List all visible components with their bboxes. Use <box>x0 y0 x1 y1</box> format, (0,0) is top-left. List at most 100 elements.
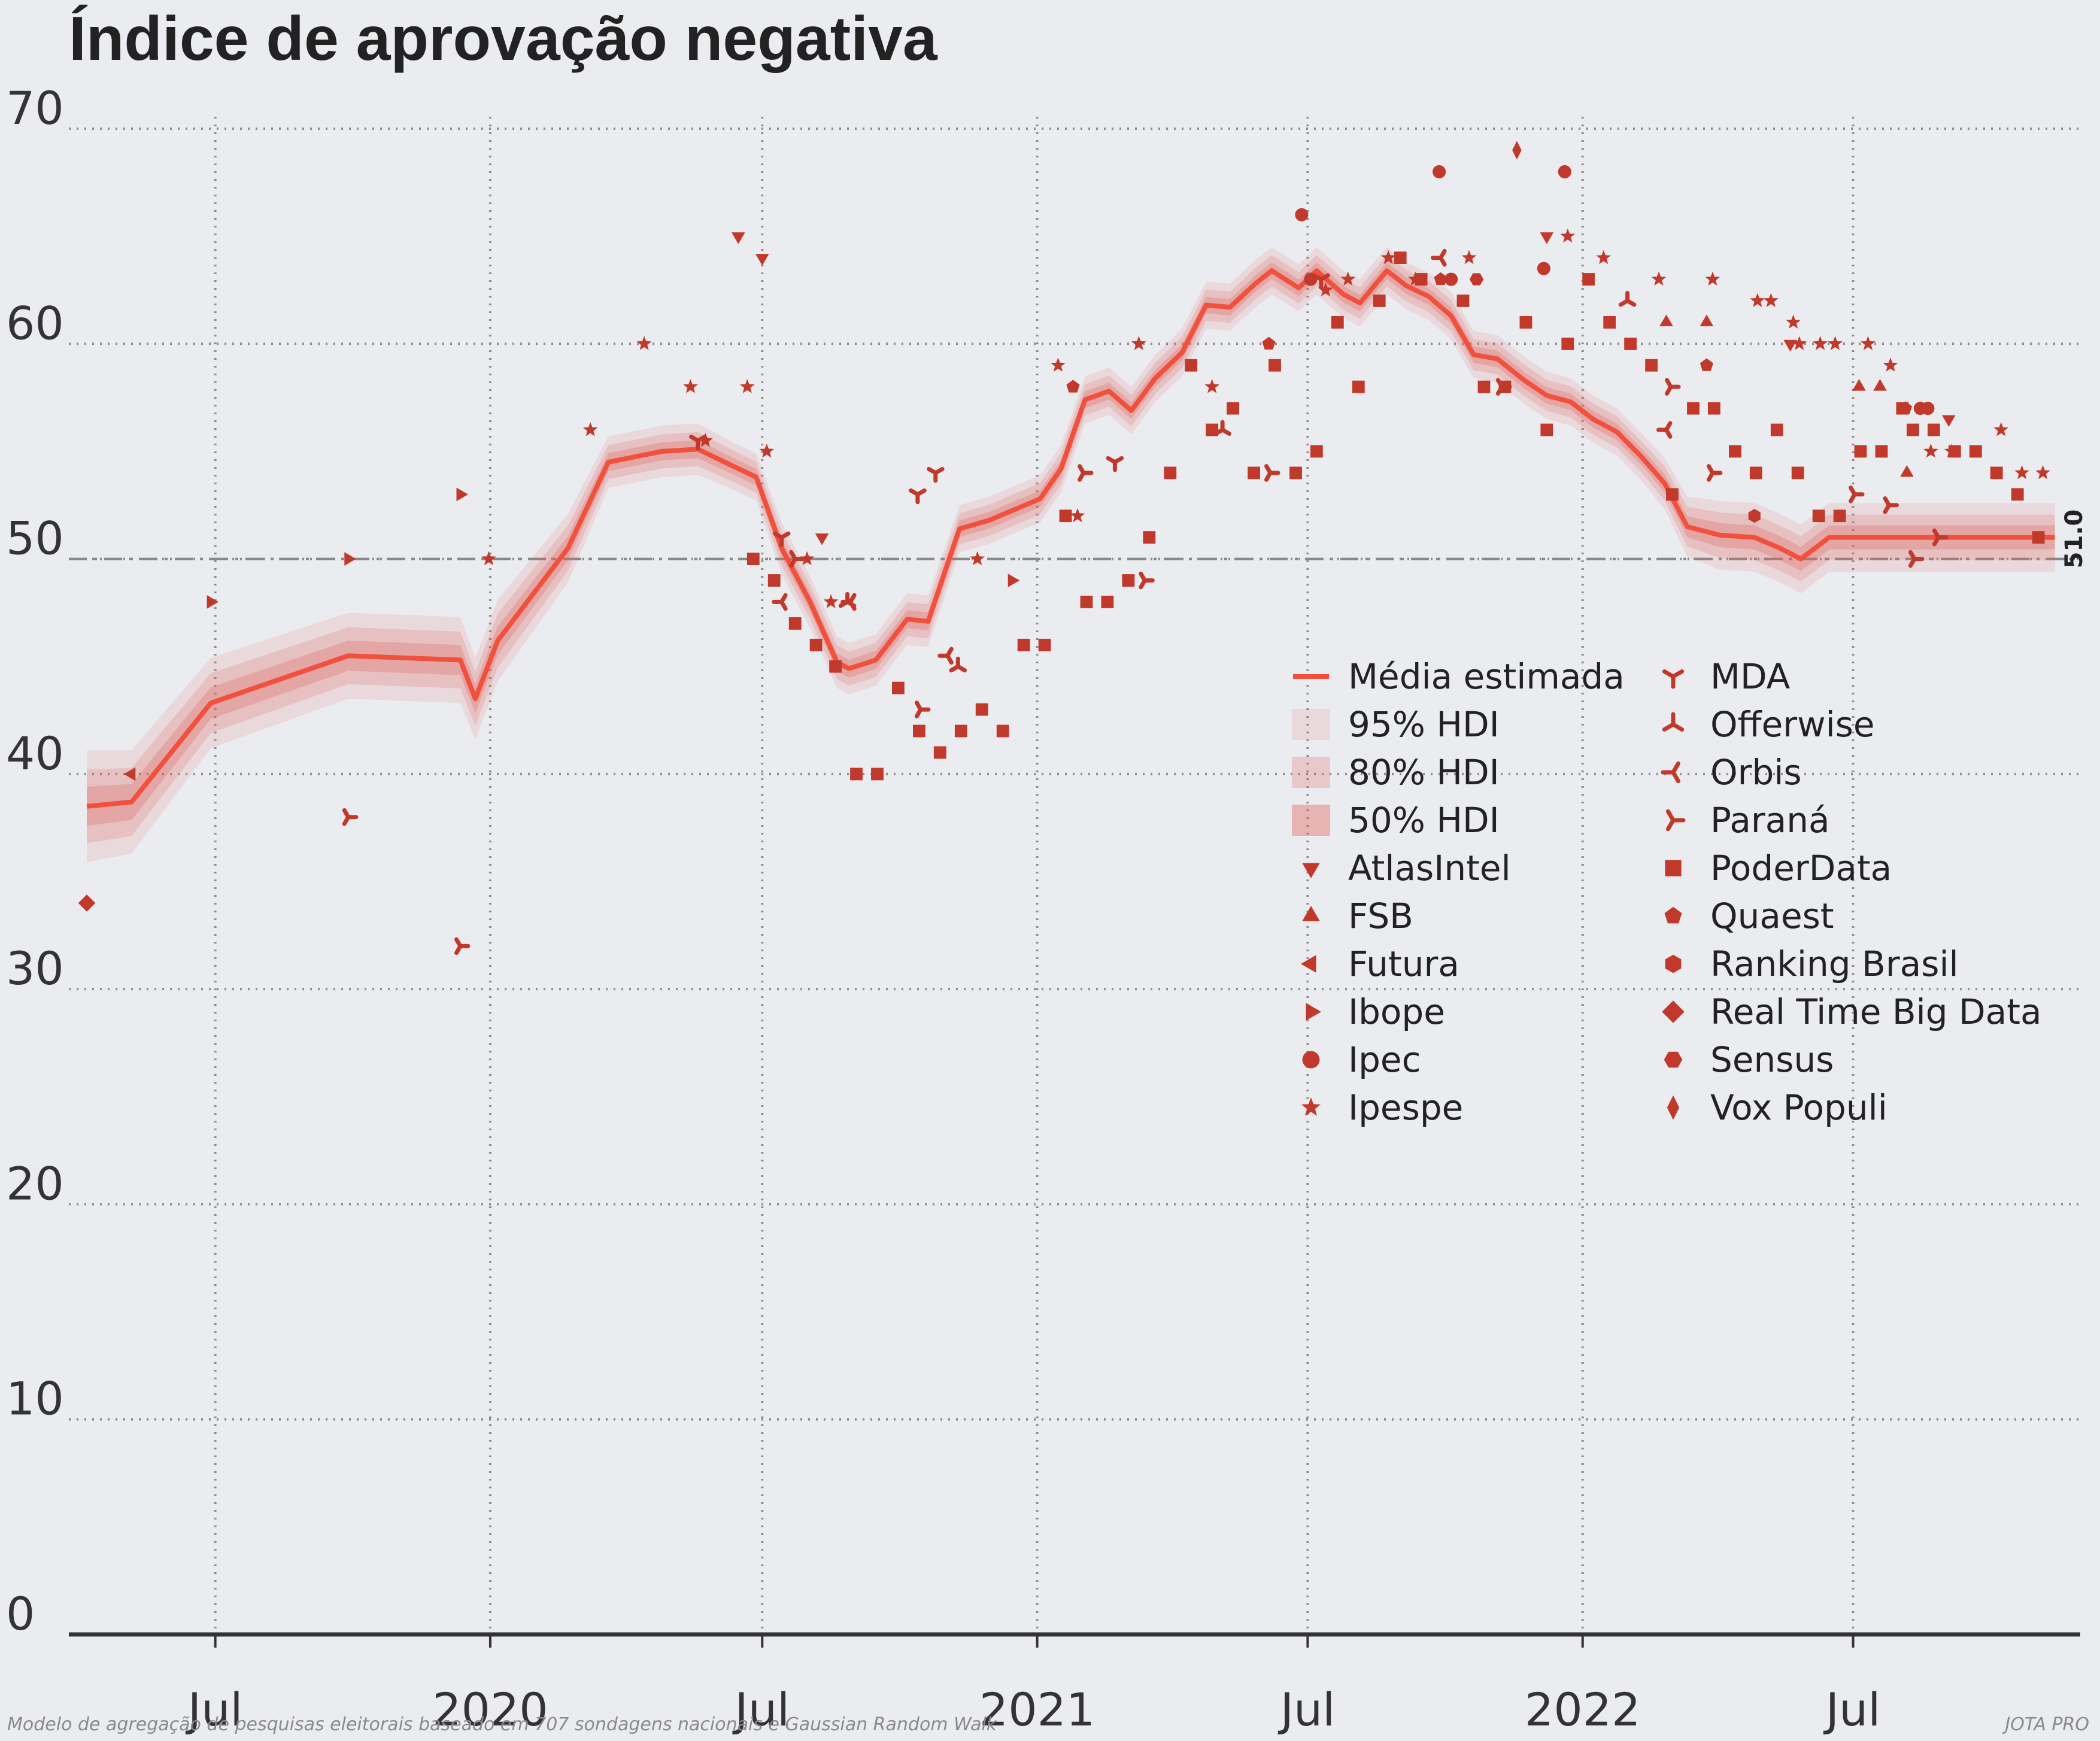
marker-shape <box>1900 465 1914 477</box>
legend-label: Média estimada <box>1348 656 1625 697</box>
y-tick-label: 40 <box>6 727 64 780</box>
data-point-ipespe <box>1763 293 1779 307</box>
mean-line <box>86 268 2055 809</box>
data-point-poderdata <box>1456 295 1470 307</box>
data-point-poderdata <box>2032 531 2045 544</box>
data-point-ipespe <box>1131 336 1146 350</box>
data-point-mda <box>1312 273 1330 289</box>
marker-shape <box>1923 443 1938 458</box>
marker-stroke <box>1078 464 1086 475</box>
data-point-poderdata <box>1248 466 1260 480</box>
data-point-ipespe <box>1861 336 1876 350</box>
y-tick-label: 60 <box>6 296 64 350</box>
marker-shape <box>2032 531 2045 544</box>
data-point-paraná <box>1849 485 1865 504</box>
marker-shape <box>850 768 863 781</box>
data-point-ipespe <box>683 379 698 393</box>
marker-shape <box>1415 273 1428 286</box>
marker-stroke <box>1664 427 1673 439</box>
data-point-ipespe <box>1318 282 1333 296</box>
data-point-ipespe <box>582 422 598 436</box>
data-point-orbis <box>772 593 788 611</box>
data-point-poderdata <box>809 638 823 651</box>
data-point-ipespe <box>636 336 652 350</box>
marker-shape <box>1883 357 1898 372</box>
data-point-poderdata <box>1729 445 1741 458</box>
data-point-poderdata <box>1666 488 1679 501</box>
data-point-ipespe <box>2014 465 2029 480</box>
data-point-poderdata <box>1164 466 1177 480</box>
data-point-poderdata <box>1331 316 1344 329</box>
marker-shape <box>1666 488 1679 501</box>
data-point-ibope <box>1007 574 1020 587</box>
marker-shape <box>1340 271 1356 286</box>
marker-stroke <box>779 531 791 540</box>
legend-item: Ipec <box>1302 1039 1421 1080</box>
marker-shape <box>1700 314 1714 326</box>
data-point-ipespe <box>1792 336 1807 350</box>
grid <box>69 117 2080 1634</box>
legend-item: PoderData <box>1665 848 1892 888</box>
legend-item: 80% HDI <box>1292 752 1500 793</box>
y-tick-label: 0 <box>6 1587 35 1640</box>
data-point-quaest <box>1700 358 1713 371</box>
marker-shape <box>2014 465 2029 480</box>
marker-shape <box>1560 228 1576 243</box>
marker-shape <box>1059 509 1072 523</box>
data-point-paraná <box>1665 378 1681 396</box>
data-point-fsb <box>1852 379 1866 391</box>
data-point-ipespe <box>1204 379 1220 393</box>
marker-shape <box>1206 423 1219 436</box>
marker-stroke <box>933 466 945 475</box>
marker-shape <box>1664 906 1682 924</box>
marker-shape <box>809 638 823 651</box>
legend-marker-swatch <box>1664 906 1682 924</box>
x-tick-label: Jul <box>1823 1683 1881 1736</box>
legend-label: Quaest <box>1710 896 1834 936</box>
data-point-ipespe <box>1828 336 1843 350</box>
marker-stroke <box>1932 528 1941 540</box>
marker-shape <box>1269 359 1281 372</box>
data-point-fsb <box>1659 314 1673 326</box>
marker-shape <box>1763 293 1779 307</box>
marker-shape <box>913 724 925 738</box>
data-point-poderdata <box>975 703 988 716</box>
data-point-orbis <box>937 647 954 665</box>
marker-shape <box>1444 272 1458 286</box>
legend-marker-swatch <box>1302 906 1320 921</box>
marker-shape <box>767 574 781 587</box>
legend-marker-swatch <box>1664 1051 1683 1068</box>
marker-shape <box>1969 445 1982 458</box>
marker-shape <box>1990 466 2003 480</box>
legend-item: Média estimada <box>1293 656 1625 697</box>
marker-shape <box>970 551 985 566</box>
legend-marker-swatch <box>1666 809 1686 832</box>
marker-shape <box>1456 295 1470 307</box>
marker-shape <box>1624 337 1637 350</box>
data-point-atlasintel <box>732 232 745 244</box>
marker-shape <box>1540 232 1554 244</box>
legend-item: Ibope <box>1306 991 1445 1032</box>
legend-label: AtlasIntel <box>1348 848 1511 888</box>
data-point-mda <box>772 531 791 548</box>
marker-stroke <box>1671 770 1680 784</box>
footer-credit: JOTA PRO <box>2002 1714 2089 1735</box>
data-point-orbis <box>1656 421 1673 439</box>
legend-marker-swatch <box>1302 1051 1320 1069</box>
data-point-poderdata <box>1498 380 1512 393</box>
data-point-poderdata <box>850 768 863 781</box>
marker-shape <box>1248 466 1260 480</box>
data-point-poderdata <box>1990 466 2003 480</box>
data-point-quaest <box>1262 336 1276 350</box>
data-point-paraná <box>789 550 805 568</box>
data-point-poderdata <box>788 617 802 630</box>
legend-marker-swatch <box>1301 955 1316 973</box>
legend-marker-swatch <box>1662 1000 1685 1023</box>
data-point-poderdata <box>1227 402 1239 415</box>
data-point-poderdata <box>1206 423 1219 436</box>
marker-shape <box>1852 379 1866 391</box>
x-tick-label: Jul <box>1278 1683 1336 1736</box>
data-point-ipespe <box>1340 271 1356 286</box>
data-point-ipespe <box>1070 508 1085 523</box>
data-point-poderdata <box>1540 423 1553 436</box>
